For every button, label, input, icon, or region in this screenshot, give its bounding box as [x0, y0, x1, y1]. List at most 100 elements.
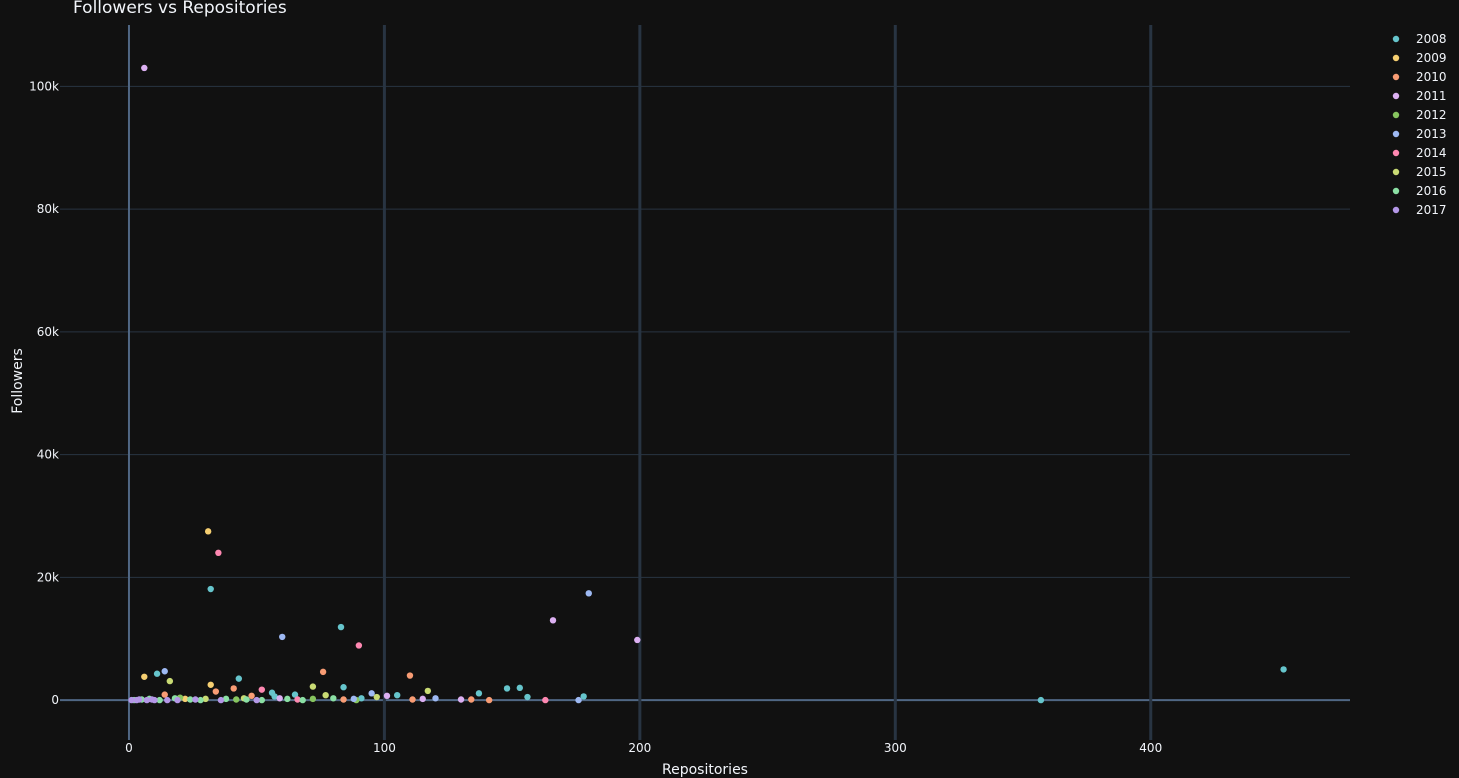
legend-item-2016[interactable]: 2016 [1392, 184, 1447, 198]
data-point[interactable] [258, 696, 266, 704]
data-point[interactable] [248, 692, 255, 700]
data-point[interactable] [192, 696, 199, 703]
data-point[interactable] [424, 687, 432, 695]
data-point[interactable] [393, 691, 401, 699]
data-point[interactable] [202, 695, 209, 703]
y-axis-title: Followers [10, 348, 26, 414]
data-point[interactable] [279, 633, 286, 641]
legend-item-2014[interactable]: 2014 [1392, 146, 1447, 160]
data-point[interactable] [319, 668, 327, 676]
data-point[interactable] [340, 696, 347, 703]
data-point[interactable] [432, 695, 439, 702]
legend-item-2010[interactable]: 2010 [1392, 70, 1447, 84]
data-point[interactable] [156, 696, 163, 704]
data-point[interactable] [330, 695, 337, 702]
data-point[interactable] [271, 693, 278, 700]
data-point[interactable] [294, 696, 301, 703]
data-point[interactable] [243, 696, 250, 703]
legend-item-2008[interactable]: 2008 [1392, 32, 1447, 46]
data-point[interactable] [475, 690, 483, 697]
series-2014 [215, 549, 549, 704]
data-point[interactable] [164, 696, 171, 704]
data-point[interactable] [135, 696, 143, 703]
data-point[interactable] [174, 696, 181, 704]
data-point[interactable] [212, 688, 220, 695]
data-point[interactable] [284, 695, 291, 703]
legend-label: 2015 [1416, 165, 1447, 179]
data-point[interactable] [207, 681, 214, 688]
data-point[interactable] [166, 677, 174, 685]
legend-marker [1392, 206, 1400, 214]
data-point[interactable] [197, 696, 204, 704]
data-point[interactable] [337, 623, 345, 631]
data-point[interactable] [409, 696, 416, 703]
data-point[interactable] [585, 590, 592, 597]
data-point[interactable] [141, 64, 148, 72]
data-point[interactable] [299, 696, 306, 704]
data-point[interactable] [406, 672, 414, 679]
data-point[interactable] [153, 670, 161, 677]
data-point[interactable] [575, 696, 582, 704]
legend-marker [1392, 73, 1400, 81]
data-point[interactable] [524, 693, 531, 701]
data-point[interactable] [340, 684, 347, 691]
data-point[interactable] [291, 691, 299, 698]
data-point[interactable] [322, 691, 329, 699]
legend-label: 2013 [1416, 127, 1447, 141]
data-point[interactable] [151, 696, 158, 704]
data-point[interactable] [222, 695, 230, 703]
data-point[interactable] [355, 642, 363, 649]
data-point[interactable] [187, 696, 194, 703]
data-point[interactable] [181, 695, 189, 703]
legend-label: 2014 [1416, 146, 1447, 160]
series-2013 [161, 590, 592, 704]
data-point[interactable] [634, 636, 641, 644]
data-point[interactable] [549, 617, 557, 624]
data-point[interactable] [468, 696, 475, 703]
data-point[interactable] [230, 685, 237, 692]
legend-item-2013[interactable]: 2013 [1392, 127, 1447, 141]
data-point[interactable] [503, 685, 511, 692]
data-point[interactable] [161, 668, 168, 675]
data-point[interactable] [215, 549, 222, 557]
data-point[interactable] [235, 675, 243, 682]
axis-labels: 0 20k 40k 60k 80k 100k 0 100 200 300 400 [29, 79, 1162, 755]
y-tick-label: 20k [37, 570, 59, 584]
x-tick-label: 200 [628, 741, 651, 755]
legend-marker [1392, 111, 1400, 119]
data-point[interactable] [368, 690, 375, 697]
data-point[interactable] [580, 693, 587, 700]
data-point[interactable] [358, 695, 365, 702]
data-point[interactable] [161, 691, 168, 698]
data-point[interactable] [1037, 696, 1045, 704]
data-point[interactable] [457, 696, 465, 703]
data-point[interactable] [258, 686, 266, 693]
data-point[interactable] [350, 695, 357, 703]
data-point[interactable] [128, 696, 135, 704]
legend-item-2009[interactable]: 2009 [1392, 51, 1447, 65]
data-point[interactable] [516, 684, 524, 692]
data-point[interactable] [309, 695, 317, 703]
data-point[interactable] [141, 673, 148, 680]
legend-item-2011[interactable]: 2011 [1392, 89, 1447, 103]
data-point[interactable] [383, 692, 391, 700]
legend-item-2015[interactable]: 2015 [1392, 165, 1447, 179]
data-point[interactable] [217, 696, 225, 704]
data-point[interactable] [276, 695, 283, 702]
data-point[interactable] [143, 696, 151, 704]
data-point[interactable] [485, 696, 493, 704]
x-tick-label: 400 [1139, 741, 1162, 755]
legend-item-2017[interactable]: 2017 [1392, 203, 1447, 217]
chart-title: Followers vs Repositories [73, 0, 287, 18]
data-point[interactable] [1280, 666, 1287, 673]
data-point[interactable] [542, 696, 549, 704]
legend-item-2012[interactable]: 2012 [1392, 108, 1447, 122]
data-point[interactable] [419, 695, 426, 703]
data-point[interactable] [253, 696, 260, 704]
data-point[interactable] [204, 528, 212, 535]
data-point[interactable] [207, 585, 214, 593]
data-point[interactable] [233, 696, 240, 703]
data-point[interactable] [309, 683, 317, 690]
data-point[interactable] [373, 693, 380, 701]
